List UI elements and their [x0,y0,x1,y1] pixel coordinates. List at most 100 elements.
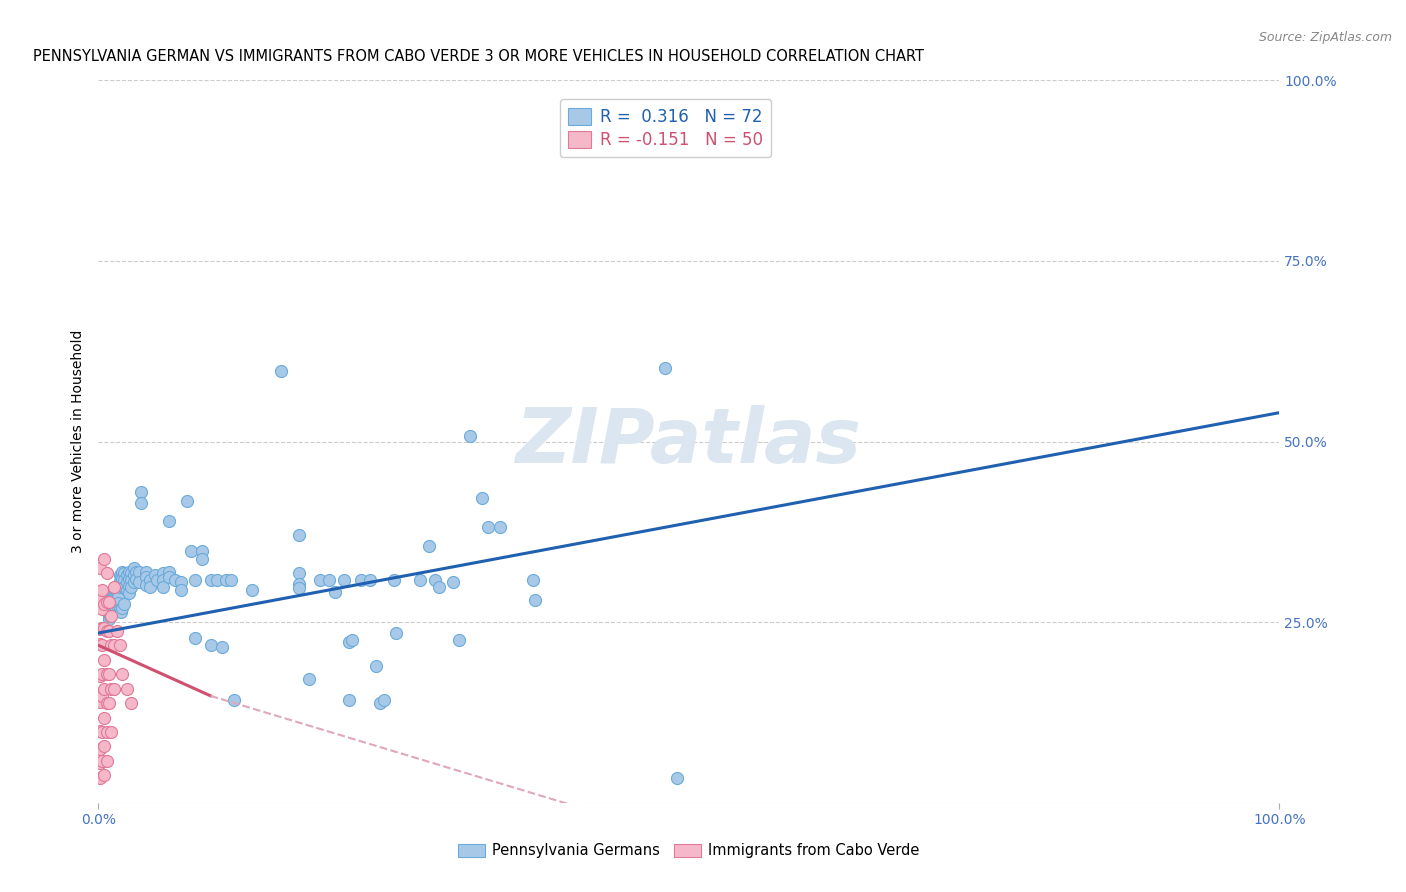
Point [118,572,141,586]
Point [100,638,122,652]
Point [91,582,114,597]
Point [98,667,121,681]
Point [101,596,124,610]
Point [89,637,111,651]
Point [152,574,174,588]
Point [118,565,141,579]
Point [89,756,111,770]
Point [184,574,207,588]
Point [93,739,115,754]
Point [96,624,118,638]
Point [176,493,198,508]
Point [89,593,111,607]
Point [129,485,152,500]
Point [107,596,129,610]
Point [96,696,118,710]
Point [219,574,242,588]
Point [128,575,150,590]
Point [104,593,127,607]
Point [111,565,134,579]
Point [382,574,405,588]
Point [115,582,138,597]
Point [103,681,125,696]
Point [100,584,122,599]
Point [118,579,141,593]
Point [105,592,128,607]
Point [318,574,340,588]
Point [103,638,125,652]
Point [108,574,131,588]
Point [471,491,494,505]
Point [447,633,470,648]
Text: PENNSYLVANIA GERMAN VS IMMIGRANTS FROM CABO VERDE 3 OR MORE VEHICLES IN HOUSEHOL: PENNSYLVANIA GERMAN VS IMMIGRANTS FROM C… [34,49,925,64]
Point [104,589,127,603]
Point [121,581,143,595]
Point [115,681,138,696]
Point [108,568,131,582]
Point [215,574,238,588]
Point [211,640,233,655]
Point [139,581,162,595]
Point [112,597,135,611]
Point [349,574,371,588]
Point [98,624,121,638]
Point [93,551,115,566]
Point [135,577,157,591]
Point [103,598,125,612]
Point [105,586,128,600]
Point [107,590,129,604]
Point [96,725,118,739]
Point [105,595,128,609]
Point [135,570,157,584]
Point [125,565,148,579]
Point [477,520,499,534]
Point [270,364,292,378]
Point [105,581,128,595]
Point [337,635,360,649]
Point [96,667,118,681]
Point [103,581,125,595]
Point [96,754,118,768]
Y-axis label: 3 or more Vehicles in Household: 3 or more Vehicles in Household [72,330,86,553]
Point [91,754,114,768]
Point [288,566,311,580]
Point [100,590,122,604]
Point [522,574,544,588]
Point [165,574,187,588]
Point [152,566,174,580]
Point [93,621,115,635]
Point [98,595,121,609]
Point [89,561,111,575]
Point [91,725,114,739]
Point [112,581,135,595]
Text: Source: ZipAtlas.com: Source: ZipAtlas.com [1258,31,1392,45]
Legend: Pennsylvania Germans, Immigrants from Cabo Verde: Pennsylvania Germans, Immigrants from Ca… [453,838,925,864]
Point [91,667,114,681]
Point [157,570,180,584]
Point [666,771,689,785]
Point [105,584,128,599]
Point [489,520,512,534]
Point [323,584,346,599]
Point [309,574,332,588]
Point [98,696,121,710]
Point [93,597,115,611]
Point [385,626,408,640]
Point [103,592,125,607]
Point [105,600,128,615]
Point [93,681,115,696]
Point [200,574,222,588]
Point [91,638,114,652]
Point [111,572,134,586]
Point [91,602,114,616]
Point [441,575,464,590]
Point [121,574,143,588]
Point [104,582,127,597]
Point [96,595,118,609]
Point [108,638,131,652]
Point [100,725,122,739]
Point [89,669,111,683]
Point [125,572,148,586]
Point [423,574,446,588]
Point [93,653,115,667]
